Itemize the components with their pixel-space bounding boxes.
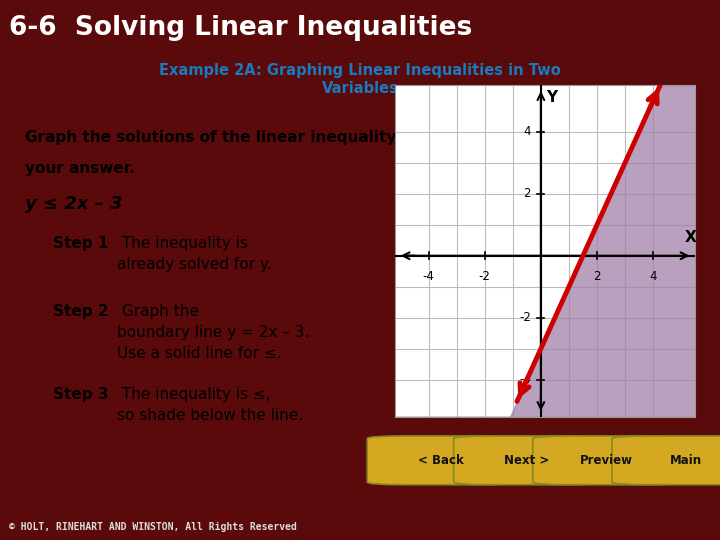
Text: © HOLT, RINEHART AND WINSTON, All Rights Reserved: © HOLT, RINEHART AND WINSTON, All Rights…	[9, 522, 297, 532]
Text: < Back: < Back	[418, 454, 464, 467]
Text: -4: -4	[519, 373, 531, 386]
Text: Step 2: Step 2	[53, 304, 108, 319]
Text: Next >: Next >	[505, 454, 549, 467]
Text: 2: 2	[593, 269, 600, 282]
Text: Graph the
boundary line y = 2x – 3.
Use a solid line for ≤.: Graph the boundary line y = 2x – 3. Use …	[117, 304, 310, 361]
FancyBboxPatch shape	[612, 436, 720, 485]
Text: your answer.: your answer.	[24, 160, 135, 176]
Text: Example 2A: Graphing Linear Inequalities in Two
Variables: Example 2A: Graphing Linear Inequalities…	[159, 63, 561, 96]
Text: The inequality is
already solved for y.: The inequality is already solved for y.	[117, 236, 271, 272]
Text: Main: Main	[670, 454, 701, 467]
Text: 2: 2	[523, 187, 531, 200]
Text: 4: 4	[649, 269, 657, 282]
Text: y ≤ 2x – 3: y ≤ 2x – 3	[24, 194, 122, 213]
Text: Step 3: Step 3	[53, 387, 108, 402]
Text: Graph the solutions of the linear inequality. Check: Graph the solutions of the linear inequa…	[24, 131, 457, 145]
Text: Step 1: Step 1	[53, 236, 108, 251]
Text: -4: -4	[423, 269, 435, 282]
FancyBboxPatch shape	[454, 436, 601, 485]
Text: Preview: Preview	[580, 454, 633, 467]
Text: 6-6  Solving Linear Inequalities: 6-6 Solving Linear Inequalities	[9, 15, 472, 40]
FancyBboxPatch shape	[533, 436, 680, 485]
Text: -2: -2	[519, 311, 531, 324]
Text: Y: Y	[546, 90, 557, 105]
Text: X: X	[685, 230, 697, 245]
Text: 4: 4	[523, 125, 531, 138]
Text: -2: -2	[479, 269, 490, 282]
Text: The inequality is ≤,
so shade below the line.: The inequality is ≤, so shade below the …	[117, 387, 303, 423]
FancyBboxPatch shape	[367, 436, 515, 485]
